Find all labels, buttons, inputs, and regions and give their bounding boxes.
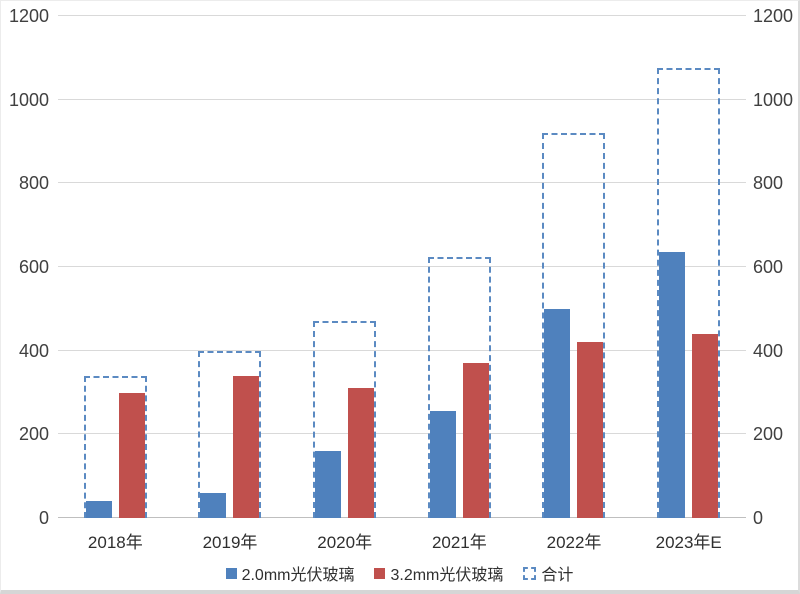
bar-3-2mm-2022年 xyxy=(577,342,604,518)
y-tick-left-600: 600 xyxy=(18,257,49,277)
x-label-5: 2023年E xyxy=(655,533,722,552)
legend: 2.0mm光伏玻璃 3.2mm光伏玻璃 合计 xyxy=(1,561,798,585)
gridline-200 xyxy=(58,433,746,435)
y-axis-left: 0 200 400 600 800 1000 1200 xyxy=(1,7,49,527)
total-outline-2019年 xyxy=(198,350,262,518)
legend-swatch-blue-icon xyxy=(225,567,237,579)
x-label-3: 2021年 xyxy=(431,533,487,552)
bar-2mm-2020年 xyxy=(315,451,342,518)
bar-group-2022年 xyxy=(517,16,632,518)
bar-group-2020年 xyxy=(287,16,402,518)
x-label-4: 2022年 xyxy=(546,533,602,552)
legend-item-2mm-glass: 2.0mm光伏玻璃 xyxy=(225,561,355,585)
bar-group-2021年 xyxy=(402,16,517,518)
legend-swatch-dashed-box-icon xyxy=(523,566,537,580)
legend-label-total: 合计 xyxy=(541,567,574,584)
bar-2mm-2023年E xyxy=(659,252,686,518)
total-outline-2018年 xyxy=(83,375,147,518)
bar-3-2mm-2019年 xyxy=(233,375,260,518)
y-tick-right-600: 600 xyxy=(753,257,784,277)
y-axis-right: 0 200 400 600 800 1000 1200 xyxy=(753,7,798,527)
y-tick-right-400: 400 xyxy=(753,340,784,361)
bar-2mm-2019年 xyxy=(200,492,227,518)
bar-group-2018年 xyxy=(58,16,173,518)
y-tick-right-0: 0 xyxy=(753,508,764,528)
y-tick-right-200: 200 xyxy=(753,424,784,445)
bar-3-2mm-2021年 xyxy=(462,363,489,518)
total-outline-2020年 xyxy=(313,321,377,518)
bar-group-2023年E xyxy=(631,16,746,518)
bar-2mm-2018年 xyxy=(85,501,112,518)
x-axis: 2018年 2019年 2020年 2021年 2022年 2023年E xyxy=(58,528,746,553)
bar-group-2019年 xyxy=(173,16,288,518)
legend-label-2mm-glass: 2.0mm光伏玻璃 xyxy=(241,567,355,584)
x-label-1: 2019年 xyxy=(202,533,258,552)
bar-3-2mm-2023年E xyxy=(692,333,719,518)
bar-2mm-2021年 xyxy=(429,411,456,518)
y-tick-right-1000: 1000 xyxy=(753,89,794,110)
y-tick-left-1000: 1000 xyxy=(8,89,49,110)
y-tick-left-800: 800 xyxy=(18,173,49,194)
y-tick-right-800: 800 xyxy=(753,173,784,194)
gridline-800 xyxy=(58,182,746,184)
y-tick-left-1200: 1200 xyxy=(8,6,49,26)
legend-label-3-2mm-glass: 3.2mm光伏玻璃 xyxy=(390,567,504,584)
y-tick-left-0: 0 xyxy=(38,508,49,528)
y-tick-right-1200: 1200 xyxy=(753,6,794,26)
gridline-1000 xyxy=(58,98,746,100)
x-label-0: 2018年 xyxy=(87,533,143,552)
bar-3-2mm-2018年 xyxy=(118,392,145,518)
bar-3-2mm-2020年 xyxy=(348,388,375,518)
legend-swatch-red-icon xyxy=(374,567,386,579)
legend-item-total: 合计 xyxy=(523,561,573,585)
gridline-0 xyxy=(58,517,746,518)
gridline-400 xyxy=(58,349,746,351)
gridline-1200 xyxy=(58,15,746,16)
bar-2mm-2022年 xyxy=(544,308,571,518)
y-tick-left-400: 400 xyxy=(18,340,49,361)
legend-item-3-2mm-glass: 3.2mm光伏玻璃 xyxy=(374,561,503,585)
gridline-600 xyxy=(58,266,746,267)
plot-area xyxy=(58,15,746,518)
total-outline-2023年E xyxy=(657,68,721,518)
total-outline-2022年 xyxy=(542,133,606,518)
x-label-2: 2020年 xyxy=(317,533,373,552)
y-tick-left-200: 200 xyxy=(18,424,49,445)
total-outline-2021年 xyxy=(427,256,491,518)
